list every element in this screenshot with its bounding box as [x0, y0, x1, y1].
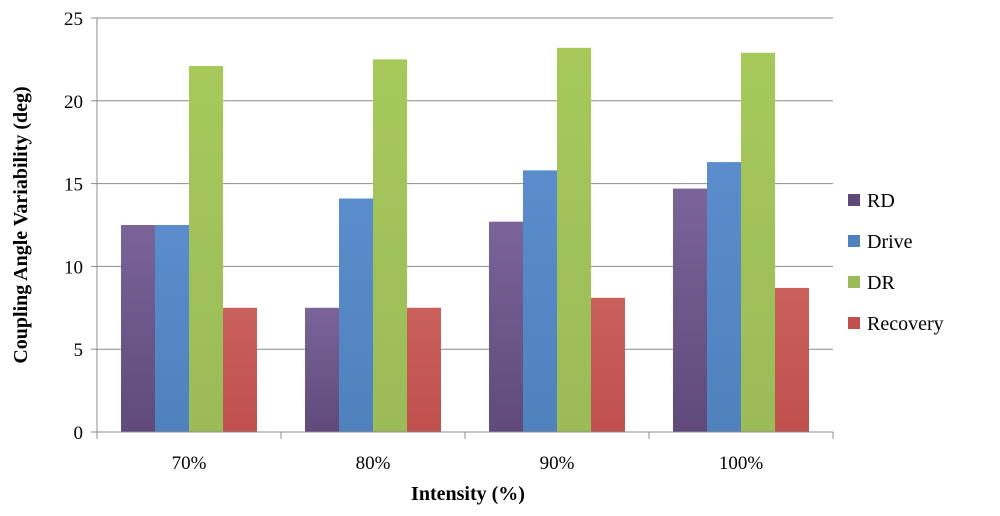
x-tick-label: 80% [356, 453, 391, 474]
legend-swatch-drive [848, 235, 860, 247]
legend-label-drive: Drive [867, 231, 913, 253]
bar-recovery-70pct [223, 307, 257, 432]
x-tick-label: 100% [719, 453, 764, 474]
y-tick-label: 25 [64, 9, 83, 30]
bar-drive-80pct [339, 198, 373, 432]
axes [91, 17, 834, 439]
x-tick-label: 70% [172, 453, 207, 474]
y-tick-label: 5 [74, 340, 84, 361]
y-tick-label: 15 [64, 175, 83, 196]
y-tick-labels: 0 5 10 15 20 25 [64, 9, 83, 444]
bar-drive-70pct [155, 225, 189, 432]
legend-swatch-recovery [848, 317, 860, 329]
legend: RD Drive DR Recovery [848, 190, 944, 335]
bar-drive-100pct [707, 162, 741, 432]
y-axis-title: Coupling Angle Variability (deg) [10, 86, 32, 363]
bar-recovery-100pct [775, 287, 809, 432]
y-tick-label: 10 [64, 257, 83, 278]
y-tick-label: 0 [74, 423, 84, 444]
bar-dr-100pct [741, 52, 775, 432]
bar-drive-90pct [523, 170, 557, 433]
bar-dr-70pct [189, 66, 223, 433]
legend-label-recovery: Recovery [867, 313, 944, 335]
legend-label-dr: DR [867, 272, 895, 294]
legend-label-rd: RD [867, 190, 895, 212]
bars [121, 47, 809, 433]
legend-swatch-dr [848, 276, 860, 288]
bar-dr-80pct [373, 59, 407, 433]
x-tick-labels: 70% 80% 90% 100% [172, 453, 764, 474]
y-tick-label: 20 [64, 92, 83, 113]
legend-swatch-rd [848, 194, 860, 206]
bar-recovery-80pct [407, 307, 441, 432]
bar-rd-100pct [673, 188, 707, 432]
bar-dr-90pct [557, 47, 591, 433]
x-axis-title: Intensity (%) [411, 483, 525, 505]
bar-rd-70pct [121, 225, 155, 432]
x-tick-label: 90% [540, 453, 575, 474]
bar-rd-80pct [305, 307, 339, 432]
bar-rd-90pct [489, 221, 523, 432]
bar-recovery-90pct [591, 297, 625, 432]
